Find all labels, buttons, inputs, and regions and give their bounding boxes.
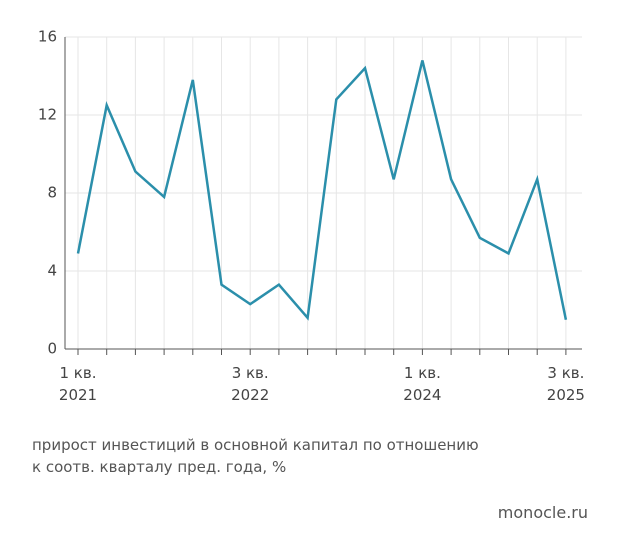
line — [76, 60, 568, 321]
caption: прирост инвестиций в основной капитал по… — [32, 436, 479, 476]
x-tick-label: 1 кв. 2021 — [58, 364, 98, 404]
x-tick-label: 3 кв. 2022 — [231, 364, 270, 404]
source: monocle.ru — [497, 503, 588, 522]
y-tick-label: 8 — [47, 184, 57, 202]
y-tick-label: 12 — [38, 106, 57, 124]
y-tick-label: 0 — [47, 340, 57, 358]
chart: 0 4 8 12 16 — [38, 28, 582, 358]
y-tick-label: 16 — [38, 28, 57, 46]
x-tick-label: 1 кв. 2024 — [403, 364, 442, 404]
y-tick-label: 4 — [47, 262, 57, 280]
x-tick-label: 3 кв. 2025 — [546, 364, 585, 404]
